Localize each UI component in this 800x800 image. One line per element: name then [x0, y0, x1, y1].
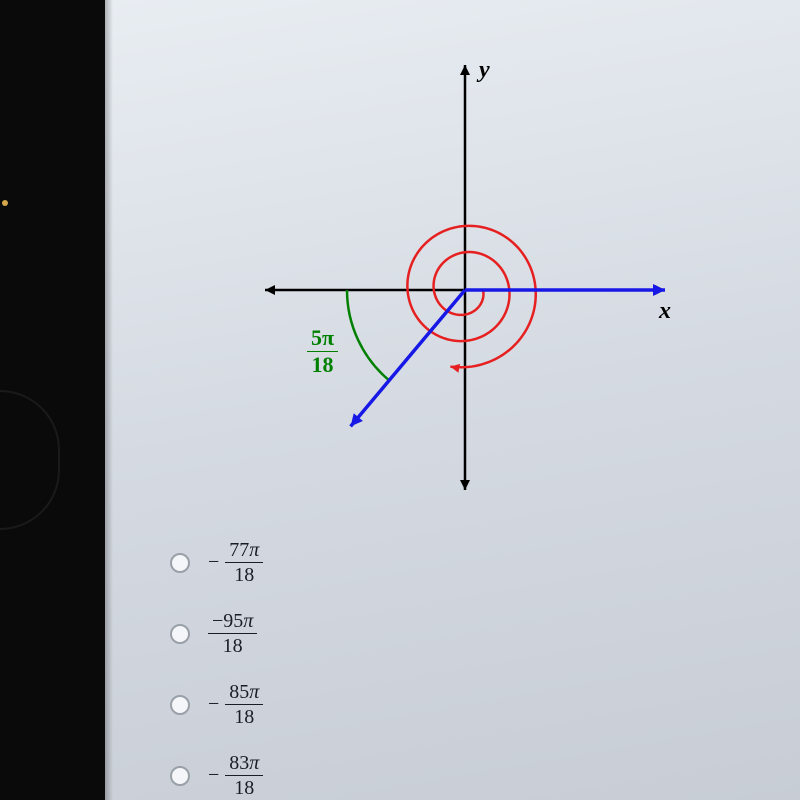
- negative-sign: −: [208, 764, 219, 787]
- option-radio[interactable]: [170, 553, 190, 573]
- tablet-bezel: [0, 0, 105, 800]
- option-row: −83π18: [170, 753, 780, 798]
- ref-den: 18: [312, 352, 334, 376]
- x-axis-label: x: [658, 298, 671, 324]
- option-radio[interactable]: [170, 695, 190, 715]
- bezel-indicator: [2, 200, 8, 206]
- angle-graph: yx 5π 18: [255, 30, 675, 490]
- worksheet-page: yx 5π 18 −77π18−95π18−85π18−83π18: [105, 0, 800, 800]
- graph-svg: yx: [255, 30, 675, 490]
- negative-sign: −: [208, 693, 219, 716]
- ref-num: 5π: [311, 325, 334, 350]
- fraction-denominator: 18: [234, 705, 254, 727]
- option-radio[interactable]: [170, 624, 190, 644]
- y-axis-label: y: [476, 57, 490, 83]
- answer-options: −77π18−95π18−85π18−83π18: [170, 540, 780, 798]
- fraction-stack: 77π18: [225, 540, 263, 585]
- rotation-spiral: [407, 226, 535, 367]
- option-row: −77π18: [170, 540, 780, 585]
- option-row: −85π18: [170, 682, 780, 727]
- fraction-denominator: 18: [234, 776, 254, 798]
- fraction-numerator: −95π: [208, 611, 257, 634]
- fraction-denominator: 18: [234, 563, 254, 585]
- bezel-curve: [0, 390, 60, 530]
- reference-angle-label: 5π 18: [307, 325, 338, 376]
- fraction-stack: 85π18: [225, 682, 263, 727]
- option-radio[interactable]: [170, 766, 190, 786]
- negative-sign: −: [208, 551, 219, 574]
- option-fraction: −77π18: [208, 540, 263, 585]
- option-fraction: −85π18: [208, 682, 263, 727]
- reference-arc: [347, 290, 389, 380]
- fraction-denominator: 18: [223, 634, 243, 656]
- fraction-stack: 83π18: [225, 753, 263, 798]
- fraction-numerator: 77π: [225, 540, 263, 563]
- option-row: −95π18: [170, 611, 780, 656]
- fraction-numerator: 83π: [225, 753, 263, 776]
- fraction-stack: −95π18: [208, 611, 257, 656]
- option-fraction: −95π18: [208, 611, 257, 656]
- option-fraction: −83π18: [208, 753, 263, 798]
- fraction-numerator: 85π: [225, 682, 263, 705]
